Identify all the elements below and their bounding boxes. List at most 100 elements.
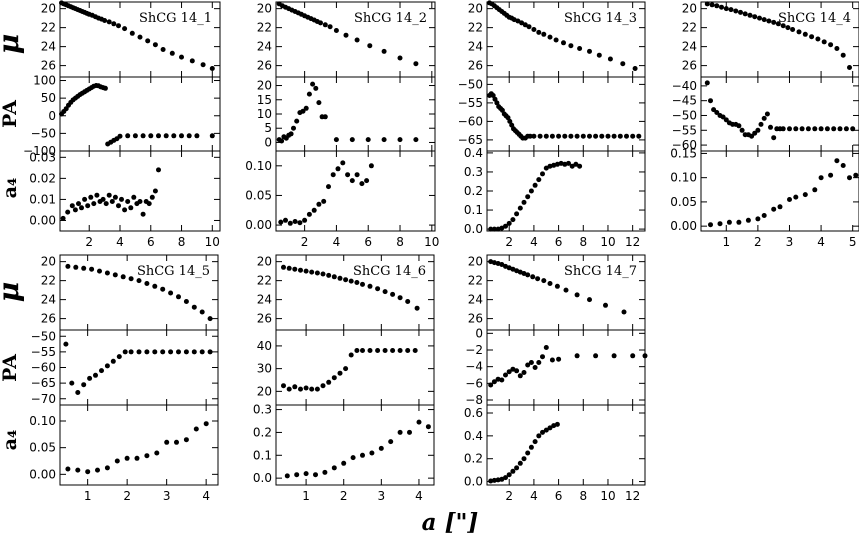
data-point [97, 268, 102, 274]
x-tick-label: 4 [116, 235, 124, 249]
data-point [593, 353, 599, 359]
y-tick-label: −60 [458, 114, 483, 128]
y-tick-label: −65 [458, 133, 483, 147]
data-point [611, 353, 617, 359]
axes-frame [275, 150, 436, 232]
data-point [397, 55, 403, 61]
y-tick-label: −100 [23, 144, 56, 158]
data-point [711, 107, 717, 113]
y-tick-label: 20 [257, 79, 272, 93]
subplot-a4: 0.0 0.2 0.4 0.6 2 4 6 8 10 12 [464, 404, 646, 503]
data-point [549, 133, 555, 139]
data-point [831, 126, 837, 132]
data-point [63, 341, 69, 347]
data-point [89, 266, 95, 272]
data-point [287, 220, 293, 226]
y-tick-label: 20 [41, 255, 56, 269]
data-point [780, 126, 786, 132]
data-point [75, 467, 81, 473]
data-point [777, 204, 783, 210]
data-point [209, 66, 215, 71]
data-point [843, 126, 849, 132]
data-point [532, 182, 538, 188]
data-point [337, 370, 343, 376]
x-tick-label: 1 [84, 489, 92, 503]
x-tick-label: 4 [415, 489, 423, 503]
data-point [525, 450, 531, 456]
subplot-mu: 20 22 24 26 ShCG 14_6 [257, 254, 435, 331]
y-tick-label: 0.15 [670, 146, 697, 160]
subplot-a4: 0.00 0.01 0.02 0.03 2 4 6 8 10 [29, 150, 221, 249]
data-point [137, 34, 143, 40]
data-point [281, 383, 286, 389]
data-point [148, 133, 154, 139]
data-point [354, 37, 360, 43]
data-point [818, 175, 824, 181]
x-tick-label: 2 [505, 489, 513, 503]
data-point [367, 348, 373, 353]
x-tick-label: 8 [579, 235, 587, 249]
data-point [525, 362, 531, 368]
data-point [809, 34, 815, 40]
y-tick-label: 0 [475, 326, 483, 340]
data-point [125, 133, 131, 139]
data-point [381, 137, 387, 143]
y-tick-label: 0.00 [29, 467, 56, 481]
data-point [114, 458, 120, 464]
data-point [359, 181, 365, 187]
data-point [506, 369, 512, 375]
data-point [321, 198, 327, 204]
panel-title: ShCG 14_4 [778, 11, 851, 26]
data-point [354, 348, 360, 353]
y-tick-label: 0 [48, 109, 56, 123]
data-point [834, 46, 840, 51]
data-point [309, 269, 315, 275]
x-tick-label: 8 [178, 235, 186, 249]
data-point [207, 316, 213, 322]
data-point [749, 133, 755, 139]
data-point [375, 286, 381, 292]
x-tick-label: 4 [333, 235, 341, 249]
data-point [100, 196, 106, 202]
data-point [815, 36, 821, 42]
data-point [709, 2, 715, 8]
ylabel-pa-row1: PA [0, 100, 21, 128]
y-tick-label: −4 [465, 360, 483, 374]
data-point [345, 172, 351, 178]
y-tick-label: 0.05 [670, 195, 697, 209]
data-point [349, 137, 355, 143]
data-point [821, 39, 827, 45]
data-point [532, 365, 538, 370]
data-point [624, 133, 629, 139]
data-point [102, 85, 108, 91]
data-point [708, 222, 713, 228]
data-point [726, 219, 732, 225]
data-point [291, 125, 296, 131]
data-point [531, 133, 537, 139]
data-point [306, 91, 312, 97]
data-point [796, 29, 802, 35]
data-point [144, 453, 150, 459]
data-point [73, 264, 79, 270]
data-point [526, 24, 532, 30]
data-point [140, 133, 146, 139]
y-tick-label: 20 [257, 384, 272, 398]
subplot-mu: 20 22 24 26 ShCG 14_3 [468, 0, 646, 78]
data-point [94, 192, 100, 198]
data-point [499, 225, 505, 231]
axes-frame [275, 329, 435, 406]
y-tick-label: 22 [257, 21, 272, 35]
subplot-pa: −70 −65−60 −55 −50 [31, 329, 219, 406]
y-tick-label: 0.01 [29, 192, 56, 206]
data-point [335, 166, 341, 172]
x-tick-label: 1 [722, 235, 730, 249]
data-point [367, 283, 373, 289]
y-tick-label: 0.0 [464, 222, 483, 236]
x-tick-label: 6 [555, 235, 563, 249]
data-point [425, 424, 431, 430]
data-point [407, 429, 412, 435]
y-tick-label: 26 [682, 59, 697, 73]
data-point [530, 274, 536, 280]
